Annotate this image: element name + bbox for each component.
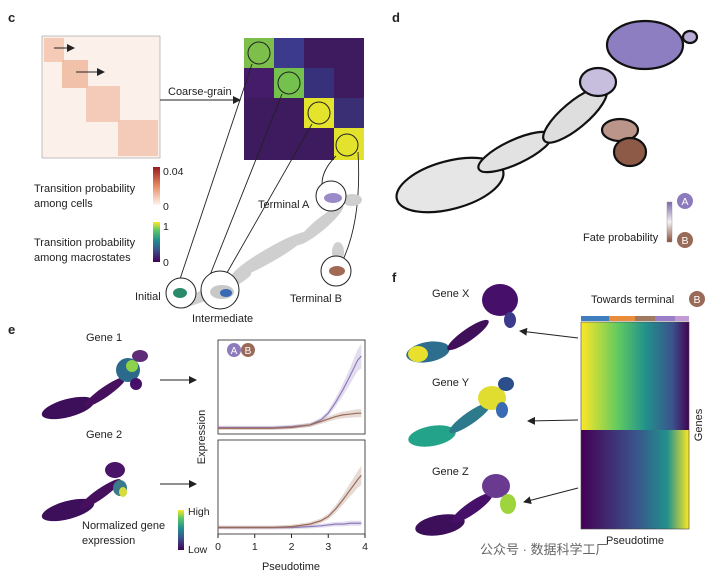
state-intermediate <box>200 270 240 310</box>
x-tick-label: 3 <box>325 541 331 553</box>
state-terminal-a <box>315 180 347 212</box>
band-0-B <box>218 409 362 430</box>
gene2-chart-frame <box>217 439 366 535</box>
legend-badge-b <box>241 343 255 357</box>
gene-z-embedding <box>415 474 516 536</box>
gene2-label: Gene 2 <box>86 429 122 441</box>
fate-badge-b-label: B <box>681 235 688 247</box>
expression-colorbar-low: Low <box>188 544 208 556</box>
gene2-embedding <box>41 462 127 522</box>
gene-x-arrow <box>519 327 579 339</box>
expression-colorbar-label-1: Normalized gene <box>82 520 165 532</box>
expression-ylabel: Expression <box>196 410 208 464</box>
panel-letter-e: e <box>8 322 15 337</box>
pseudotime-xlabel: Pseudotime <box>262 561 320 573</box>
state-terminal-b <box>320 255 352 287</box>
state-initial <box>165 277 197 309</box>
heatmap-xlabel: Pseudotime <box>606 535 664 547</box>
heatmap-badge-b-label: B <box>693 294 700 306</box>
macrostate-connectors <box>177 63 360 286</box>
gene-z-label: Gene Z <box>432 466 469 478</box>
legend-badge-a <box>227 343 241 357</box>
legend-badge-b-label: B <box>245 346 252 357</box>
x-tick-label: 0 <box>215 541 221 553</box>
watermark-text: 公众号 · 数据科学工厂 <box>480 542 609 557</box>
macro-colorbar-label-2: among macrostates <box>34 252 131 264</box>
label-initial: Initial <box>135 291 161 303</box>
heatmap-badge-b <box>689 291 705 307</box>
gene1-embedding <box>41 350 148 420</box>
fate-probability-embedding <box>395 19 699 214</box>
gene-y-embedding <box>408 377 514 447</box>
x-tick-label: 1 <box>252 541 258 553</box>
panel-letter-d: d <box>392 10 400 25</box>
cells-colorbar-min: 0 <box>163 201 169 213</box>
heatmap-ylabel: Genes <box>693 408 705 441</box>
macro-colorbar-max: 1 <box>163 221 169 233</box>
gene-y-label: Gene Y <box>432 377 470 389</box>
band-1-B <box>218 465 362 530</box>
expression-colorbar-label-2: expression <box>82 535 135 547</box>
macro-colorbar <box>153 222 160 262</box>
panel-letter-f: f <box>392 270 397 285</box>
fate-badge-b <box>677 232 693 248</box>
gene-x-label: Gene X <box>432 288 470 300</box>
fate-badge-a-label: A <box>681 196 688 208</box>
cells-colorbar-label-2: among cells <box>34 198 93 210</box>
expression-colorbar-high: High <box>188 506 210 518</box>
cells-colorbar-max: 0.04 <box>163 166 184 178</box>
gene-y-arrow <box>527 416 579 425</box>
expression-charts: 0 1 2 3 4 <box>215 343 368 553</box>
x-tick-label: 2 <box>289 541 295 553</box>
legend-badge-a-label: A <box>231 346 238 357</box>
panel-letter-c: c <box>8 10 15 25</box>
series-line-1-B <box>218 475 362 529</box>
cell-transition-matrix <box>41 35 161 159</box>
heatmap-title: Towards terminal <box>591 294 674 306</box>
pseudotime-heatmap <box>580 316 690 530</box>
label-terminal-b: Terminal B <box>290 293 342 305</box>
expression-colorbar <box>178 510 184 550</box>
series-line-0-A <box>218 355 362 429</box>
gene-z-arrow <box>523 487 579 505</box>
macro-colorbar-label-1: Transition probability <box>34 237 136 249</box>
fate-colorbar <box>666 201 673 243</box>
coarse-grain-label: Coarse-grain <box>168 86 232 98</box>
x-tick-label: 4 <box>362 541 368 553</box>
fate-badge-a <box>677 193 693 209</box>
fate-probability-label: Fate probability <box>583 232 659 244</box>
macrostate-transition-matrix <box>244 38 364 160</box>
macro-colorbar-min: 0 <box>163 257 169 269</box>
gene1-label: Gene 1 <box>86 332 122 344</box>
label-terminal-a: Terminal A <box>258 199 310 211</box>
gene-x-embedding <box>406 284 518 363</box>
cells-colorbar-label-1: Transition probability <box>34 183 136 195</box>
label-intermediate: Intermediate <box>192 313 253 325</box>
cells-colorbar <box>153 167 160 205</box>
gene1-chart-frame <box>217 339 366 435</box>
series-line-0-B <box>218 412 362 429</box>
